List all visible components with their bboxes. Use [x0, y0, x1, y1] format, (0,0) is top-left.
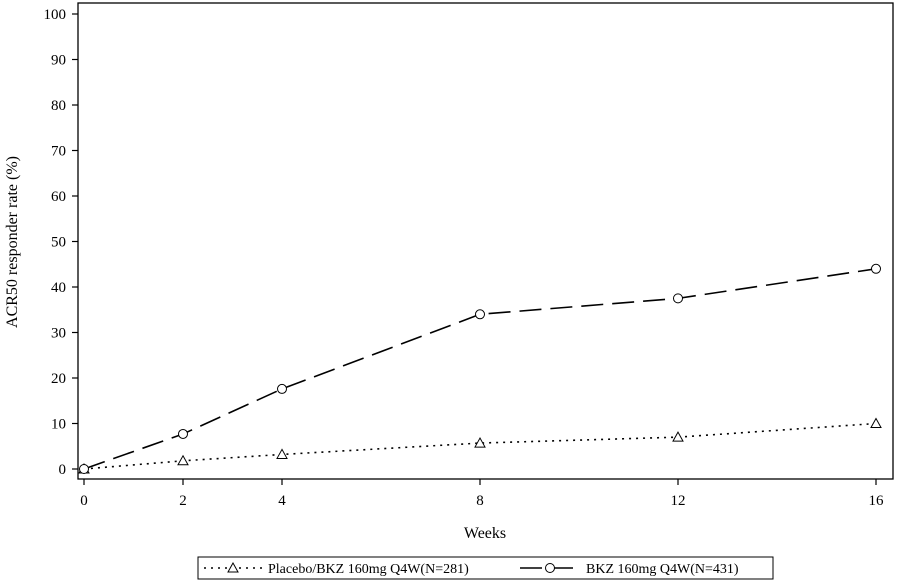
- y-tick-label: 80: [51, 98, 66, 114]
- data-point: [871, 263, 881, 274]
- x-tick-label: 12: [671, 493, 686, 509]
- series-layer: [78, 263, 882, 474]
- legend-item-2: BKZ 160mg Q4W(N=431): [520, 562, 739, 577]
- y-tick-label: 70: [51, 144, 66, 160]
- legend-item-1: Placebo/BKZ 160mg Q4W(N=281): [204, 561, 469, 577]
- series-1: [78, 417, 882, 474]
- legend-label: BKZ 160mg Q4W(N=431): [586, 562, 739, 577]
- x-tick-label: 0: [80, 493, 88, 509]
- data-point: [79, 464, 89, 474]
- y-tick-label: 0: [59, 462, 67, 478]
- data-point: [475, 309, 485, 320]
- x-tick-label: 4: [278, 493, 286, 509]
- plot-frame: [77, 2, 894, 480]
- data-point: [672, 431, 684, 442]
- y-tick-label: 30: [51, 326, 66, 342]
- x-tick-label: 16: [869, 493, 885, 509]
- data-point: [276, 448, 288, 459]
- x-tick-label: 8: [476, 493, 484, 509]
- data-point: [673, 293, 683, 304]
- y-tick-label: 60: [51, 189, 66, 205]
- y-tick-label: 50: [51, 235, 66, 251]
- x-axis-title: Weeks: [464, 525, 506, 542]
- y-axis: 0 10 20 30 40 50 60 70 80 90 100: [44, 7, 78, 478]
- data-point: [474, 437, 486, 448]
- legend-box: [197, 556, 774, 580]
- legend-label: Placebo/BKZ 160mg Q4W(N=281): [268, 562, 469, 577]
- x-tick-label: 2: [179, 493, 187, 509]
- data-point: [177, 454, 189, 466]
- series-2: [79, 263, 881, 474]
- data-point: [870, 417, 882, 428]
- y-tick-label: 40: [51, 280, 66, 296]
- legend: Placebo/BKZ 160mg Q4W(N=281) BKZ 160mg Q4…: [197, 556, 774, 580]
- y-tick-label: 100: [44, 7, 67, 23]
- y-tick-label: 20: [51, 371, 66, 387]
- x-axis: 0 2 4 8 12 16: [80, 479, 884, 509]
- data-point: [277, 383, 287, 394]
- y-axis-title: ACR50 responder rate (%): [4, 156, 21, 328]
- data-point: [178, 428, 188, 439]
- y-tick-label: 10: [51, 417, 66, 433]
- y-tick-label: 90: [51, 53, 66, 69]
- series-line: [83, 268, 877, 470]
- legend-marker: [227, 561, 239, 573]
- legend-marker: [545, 563, 555, 573]
